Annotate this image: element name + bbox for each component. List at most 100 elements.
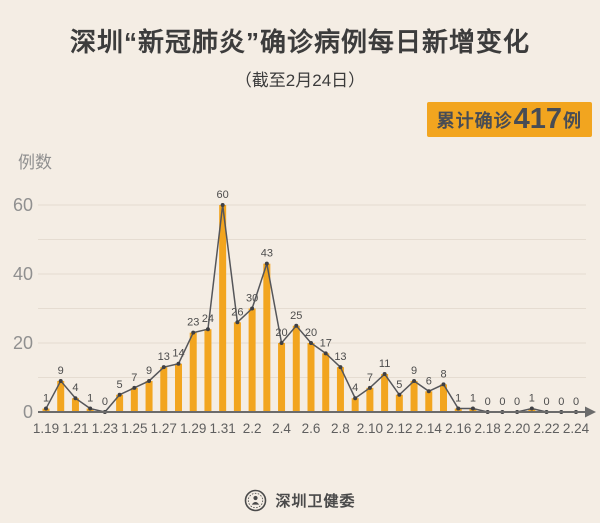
data-point bbox=[456, 406, 461, 411]
value-label: 8 bbox=[440, 368, 446, 380]
data-point bbox=[58, 378, 63, 383]
x-tick-label: 2.10 bbox=[357, 421, 383, 436]
x-tick-label: 1.19 bbox=[33, 421, 59, 436]
x-tick-label: 1.23 bbox=[92, 421, 118, 436]
data-point bbox=[412, 378, 417, 383]
x-tick-label: 1.21 bbox=[62, 421, 88, 436]
badge-prefix-label: 累计确诊 bbox=[436, 110, 513, 131]
x-tick-label: 1.31 bbox=[210, 421, 236, 436]
data-point bbox=[73, 396, 78, 401]
bar-2.1 bbox=[233, 322, 241, 412]
y-tick-label: 60 bbox=[13, 195, 33, 215]
bar-2.8 bbox=[336, 367, 344, 412]
footer-org-name: 深圳卫健委 bbox=[275, 493, 356, 510]
bar-1.20 bbox=[57, 380, 65, 412]
x-tick-label: 2.12 bbox=[386, 421, 412, 436]
x-tick-label: 2.18 bbox=[475, 421, 501, 436]
data-point bbox=[338, 365, 343, 370]
bar-2.4 bbox=[278, 343, 286, 412]
bar-2.7 bbox=[322, 353, 330, 412]
value-label: 13 bbox=[334, 351, 346, 363]
value-label: 0 bbox=[485, 396, 491, 408]
bar-2.14 bbox=[425, 391, 433, 412]
x-tick-label: 2.4 bbox=[272, 421, 291, 436]
value-label: 1 bbox=[43, 393, 49, 405]
data-point bbox=[294, 323, 299, 328]
data-point bbox=[161, 365, 166, 370]
value-label: 20 bbox=[305, 327, 317, 339]
value-label: 0 bbox=[499, 396, 505, 408]
bar-1.31 bbox=[219, 205, 227, 412]
value-label: 0 bbox=[102, 396, 108, 408]
x-tick-label: 2.8 bbox=[331, 421, 350, 436]
bar-2.5 bbox=[292, 325, 300, 412]
value-label: 0 bbox=[573, 396, 579, 408]
bar-2.13 bbox=[410, 380, 418, 412]
bar-1.30 bbox=[204, 329, 212, 412]
bar-2.9 bbox=[351, 398, 359, 412]
data-point bbox=[397, 392, 402, 397]
data-point bbox=[191, 330, 196, 335]
seal-emblem-icon bbox=[245, 489, 267, 512]
value-label: 0 bbox=[558, 396, 564, 408]
value-label: 6 bbox=[426, 375, 432, 387]
cumulative-total-badge: 累计确诊 417 例 bbox=[426, 102, 592, 137]
value-label: 9 bbox=[58, 365, 64, 377]
x-tick-label: 2.20 bbox=[504, 421, 530, 436]
x-tick-label: 2.16 bbox=[445, 421, 471, 436]
data-point bbox=[264, 261, 269, 266]
bar-2.3 bbox=[263, 263, 271, 412]
bar-1.25 bbox=[130, 387, 138, 412]
data-point bbox=[44, 406, 48, 411]
data-point bbox=[353, 396, 358, 401]
bar-2.2 bbox=[248, 308, 256, 412]
value-label: 5 bbox=[396, 379, 402, 391]
data-point bbox=[220, 203, 225, 207]
value-label: 7 bbox=[131, 372, 137, 384]
bar-1.24 bbox=[116, 394, 124, 412]
value-label: 25 bbox=[290, 310, 302, 322]
value-label: 9 bbox=[146, 365, 152, 377]
y-tick-label: 40 bbox=[13, 264, 33, 284]
value-label: 1 bbox=[455, 393, 461, 405]
value-label: 0 bbox=[514, 396, 520, 408]
data-point bbox=[470, 406, 475, 411]
value-label: 30 bbox=[246, 293, 258, 305]
footer: 深圳卫健委 bbox=[0, 489, 600, 512]
data-point bbox=[250, 306, 255, 311]
value-label: 14 bbox=[172, 348, 184, 360]
y-tick-label: 0 bbox=[23, 402, 33, 422]
y-tick-label: 20 bbox=[13, 333, 33, 353]
value-label: 43 bbox=[261, 248, 273, 260]
value-label: 24 bbox=[202, 313, 214, 325]
x-tick-label: 1.25 bbox=[121, 421, 147, 436]
data-point bbox=[147, 378, 152, 383]
data-point bbox=[132, 385, 137, 390]
bar-1.26 bbox=[145, 380, 153, 412]
value-label: 11 bbox=[379, 358, 390, 370]
bar-1.29 bbox=[189, 332, 197, 412]
x-tick-label: 2.22 bbox=[533, 421, 559, 436]
value-label: 0 bbox=[543, 396, 549, 408]
x-axis-arrow-icon bbox=[585, 406, 596, 418]
bar-1.28 bbox=[175, 363, 182, 412]
data-point bbox=[279, 341, 284, 345]
bar-2.10 bbox=[366, 387, 374, 412]
data-point bbox=[88, 406, 93, 411]
value-label: 9 bbox=[411, 365, 417, 377]
data-point bbox=[309, 341, 313, 345]
x-tick-label: 2.2 bbox=[243, 421, 262, 436]
data-point bbox=[235, 320, 240, 325]
value-label: 20 bbox=[275, 327, 287, 339]
data-point bbox=[382, 372, 387, 377]
value-label: 1 bbox=[87, 393, 93, 405]
x-tick-label: 1.29 bbox=[180, 421, 206, 436]
page-title: 深圳“新冠肺炎”确诊病例每日新增变化 bbox=[69, 27, 530, 57]
x-tick-label: 2.6 bbox=[302, 421, 321, 436]
bar-1.27 bbox=[160, 367, 168, 412]
data-point bbox=[529, 406, 534, 411]
page-subtitle: （截至2月24日） bbox=[234, 71, 366, 90]
badge-count-value: 417 bbox=[513, 103, 562, 135]
